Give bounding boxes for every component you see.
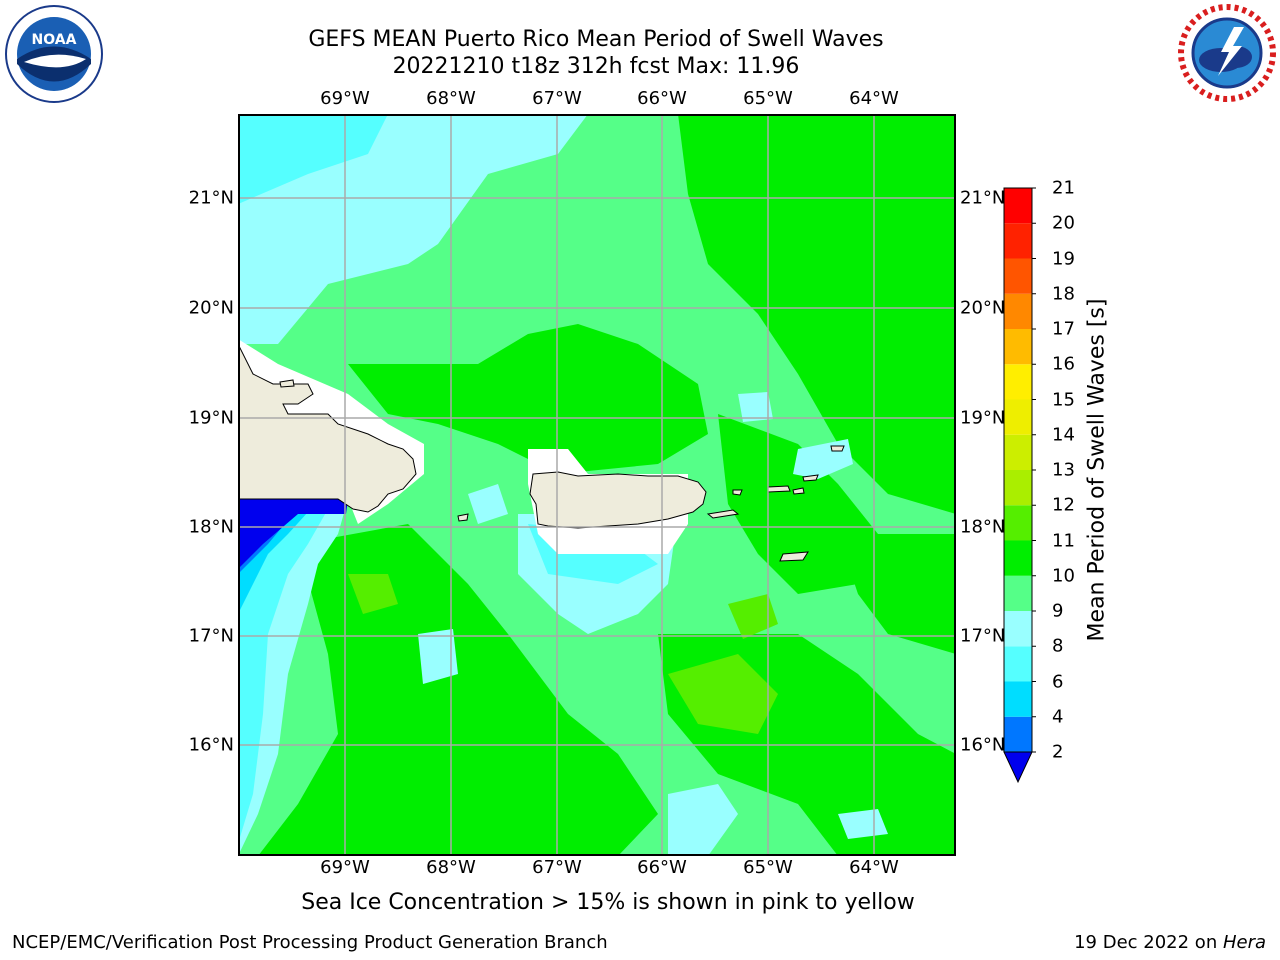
lat-tick-left: 20°N <box>188 297 234 319</box>
colorbar-tick-label: 9 <box>1052 600 1064 622</box>
colorbar-tick-label: 15 <box>1052 389 1075 410</box>
colorbar-band <box>1004 611 1032 647</box>
swell-period-map <box>238 114 956 856</box>
lat-tick-right: 16°N <box>960 734 1006 756</box>
colorbar-tick-label: 17 <box>1052 318 1075 340</box>
lon-tick-top: 66°W <box>637 88 687 109</box>
lat-tick-right: 19°N <box>960 407 1006 429</box>
colorbar-extend-triangle <box>1003 751 1033 784</box>
colorbar-title: Mean Period of Swell Waves [s] <box>1084 298 1110 642</box>
colorbar-band <box>1004 188 1032 224</box>
colorbar-tick-label: 18 <box>1052 283 1075 305</box>
colorbar-tick-label: 11 <box>1052 530 1075 551</box>
colorbar-tick-label: 13 <box>1052 459 1075 481</box>
colorbar-tick-label: 12 <box>1052 494 1075 516</box>
colorbar-band <box>1004 258 1032 294</box>
lat-tick-left: 16°N <box>188 734 234 756</box>
colorbar-tick-label: 2 <box>1052 741 1064 763</box>
chart-title-line2: 20221210 t18z 312h fcst Max: 11.96 <box>392 54 800 79</box>
colorbar-band <box>1004 470 1032 506</box>
footer-date-text: 19 Dec 2022 on <box>1074 932 1223 953</box>
lat-tick-right: 20°N <box>960 297 1006 319</box>
footer-host: Hera <box>1222 932 1266 953</box>
colorbar-band <box>1004 540 1032 576</box>
chart-title-line1: GEFS MEAN Puerto Rico Mean Period of Swe… <box>308 27 884 52</box>
lon-tick-top: 65°W <box>743 88 793 109</box>
colorbar-tick-label: 16 <box>1052 353 1075 375</box>
colorbar-tick-label: 19 <box>1052 248 1075 269</box>
lat-tick-left: 18°N <box>188 516 234 538</box>
colorbar-tick-label: 6 <box>1052 671 1064 692</box>
colorbar-tick-label: 10 <box>1052 565 1075 587</box>
colorbar-band <box>1004 681 1032 717</box>
lat-tick-right: 18°N <box>960 516 1006 538</box>
lat-tick-left: 21°N <box>188 187 234 209</box>
colorbar-band <box>1004 293 1032 329</box>
svg-text:NOAA: NOAA <box>32 32 77 48</box>
colorbar-band <box>1004 434 1032 470</box>
lon-tick-top: 67°W <box>532 88 582 109</box>
lon-tick-bottom: 65°W <box>743 857 793 878</box>
colorbar-band <box>1004 223 1032 259</box>
colorbar <box>1000 186 1036 786</box>
lat-tick-left: 19°N <box>188 407 234 429</box>
lon-tick-top: 64°W <box>849 88 899 109</box>
colorbar-tick-labels: 2 4 6 8 9 10 11 12 13 14 15 16 17 18 19 20 21 <box>1052 0 1112 960</box>
colorbar-tick-label: 20 <box>1052 212 1075 234</box>
nws-logo <box>1176 2 1278 104</box>
colorbar-band <box>1004 364 1032 400</box>
lon-tick-bottom: 69°W <box>320 857 370 878</box>
lon-tick-bottom: 66°W <box>637 857 687 878</box>
colorbar-band <box>1004 505 1032 541</box>
footer-date: 19 Dec 2022 on Hera <box>1074 932 1266 953</box>
colorbar-tick-label: 4 <box>1052 706 1064 728</box>
noaa-logo: NOAA <box>4 4 104 104</box>
sea-ice-note: Sea Ice Concentration > 15% is shown in … <box>301 890 915 915</box>
colorbar-tick-label: 14 <box>1052 424 1075 446</box>
colorbar-tick-label: 21 <box>1052 177 1075 199</box>
colorbar-band <box>1004 716 1032 752</box>
colorbar-band <box>1004 329 1032 365</box>
colorbar-band <box>1004 575 1032 611</box>
colorbar-band <box>1004 399 1032 435</box>
lat-tick-right: 17°N <box>960 625 1006 647</box>
lat-tick-left: 17°N <box>188 625 234 647</box>
lon-tick-bottom: 68°W <box>426 857 476 878</box>
lon-tick-bottom: 67°W <box>532 857 582 878</box>
lat-tick-right: 21°N <box>960 187 1006 209</box>
colorbar-band <box>1004 646 1032 682</box>
lon-tick-top: 68°W <box>426 88 476 109</box>
colorbar-tick-label: 8 <box>1052 635 1064 657</box>
lon-tick-bottom: 64°W <box>849 857 899 878</box>
lon-tick-top: 69°W <box>320 88 370 109</box>
footer-credit: NCEP/EMC/Verification Post Processing Pr… <box>12 932 608 953</box>
